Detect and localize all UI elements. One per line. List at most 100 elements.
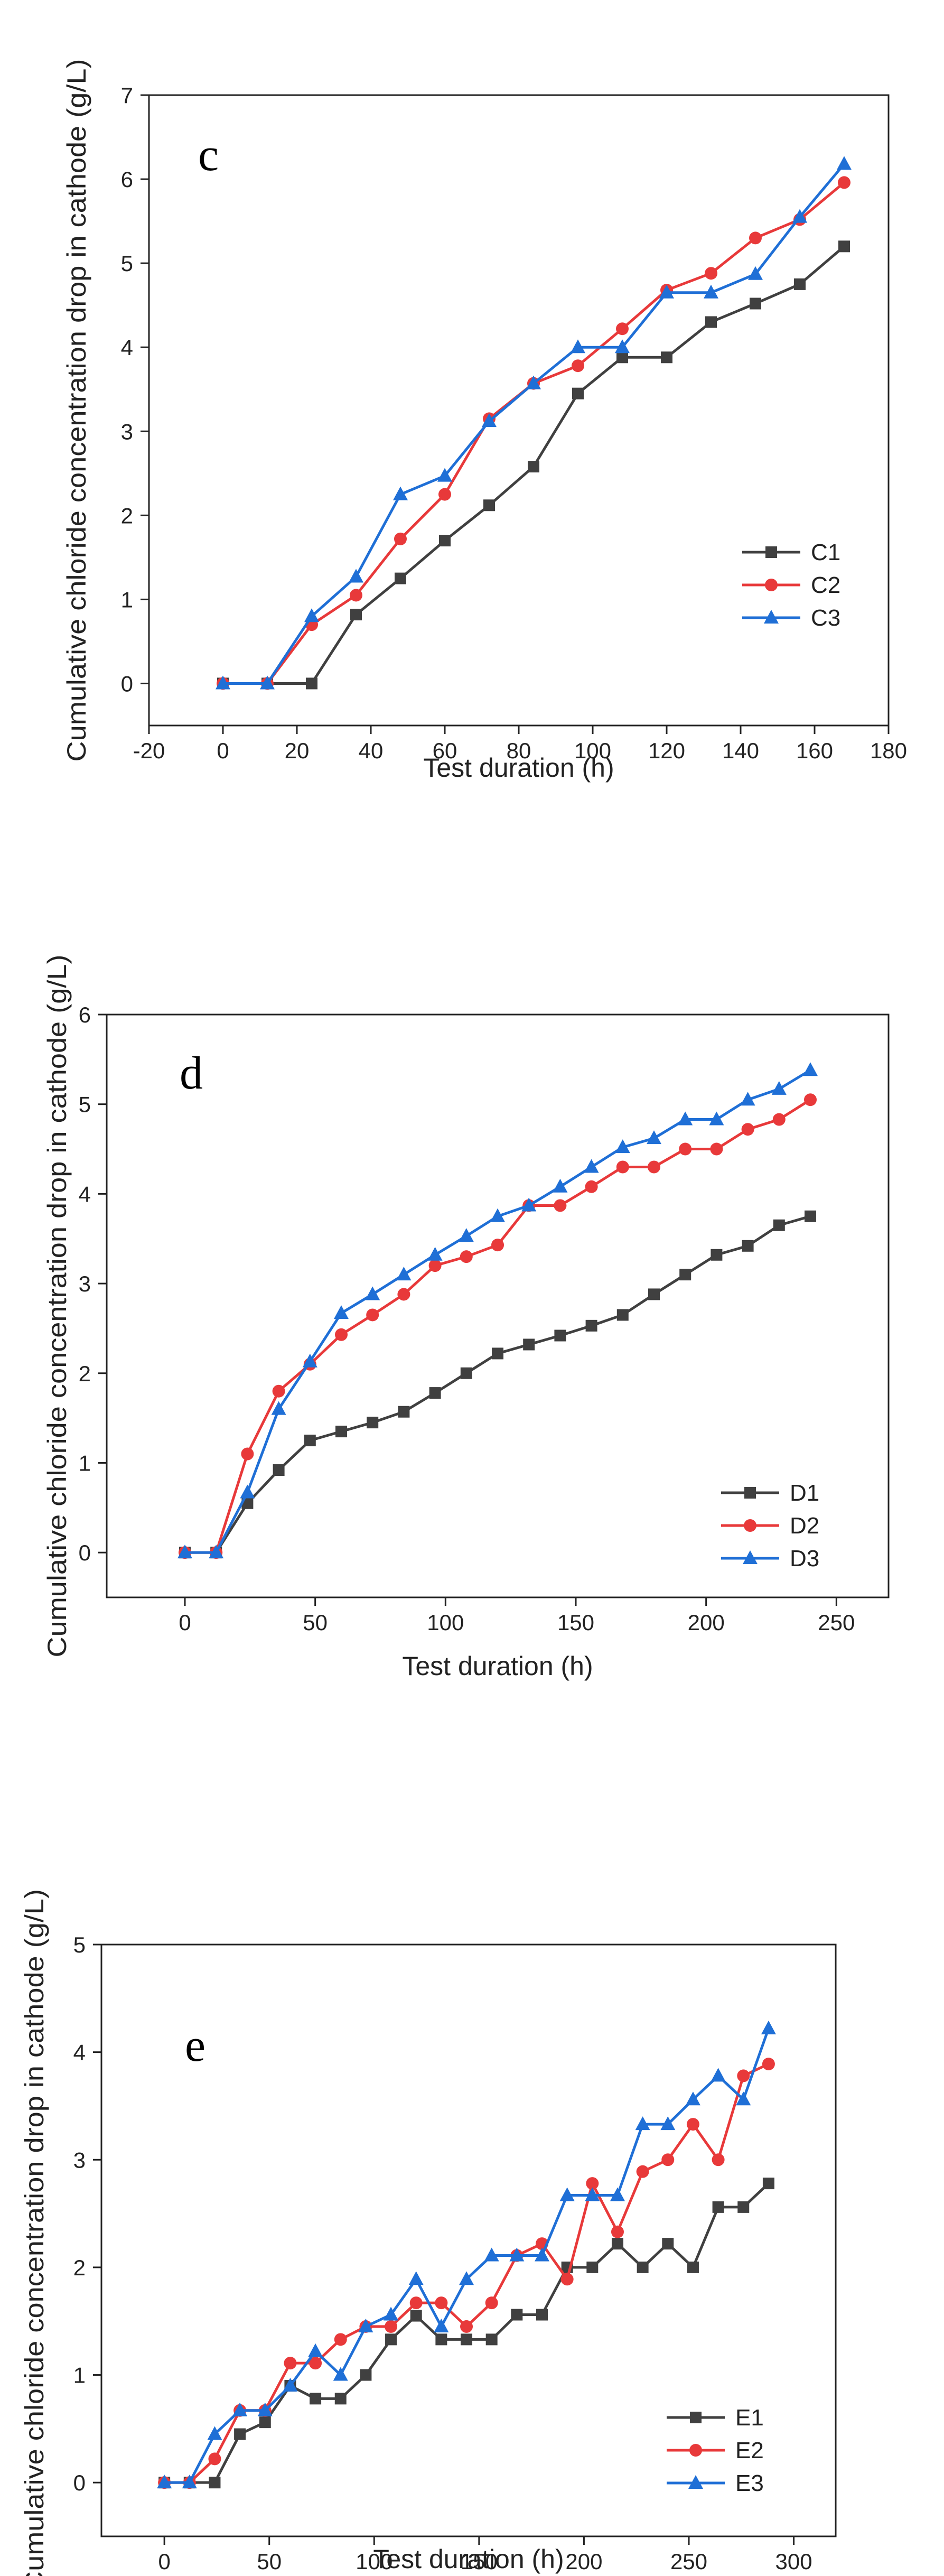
x-axis-label: Test duration (h) [423, 753, 614, 783]
x-tick-label: 250 [670, 2549, 707, 2574]
data-point [460, 2320, 473, 2333]
data-point [586, 2177, 599, 2190]
data-point [528, 461, 539, 473]
x-tick-label: 40 [359, 738, 384, 763]
data-point [710, 1142, 723, 1156]
data-point [678, 1111, 693, 1126]
series-E3 [157, 2020, 776, 2489]
legend-label: E3 [735, 2470, 764, 2496]
legend-marker [744, 1519, 756, 1532]
legend-marker [688, 2475, 703, 2489]
series-D2 [179, 1093, 817, 1559]
data-point [687, 2261, 699, 2273]
x-axis-label: Test duration (h) [402, 1651, 593, 1681]
data-point [635, 2116, 650, 2131]
legend-marker [744, 1487, 756, 1499]
data-point [616, 1309, 629, 1321]
legend-marker [764, 610, 779, 624]
data-point [490, 1208, 505, 1222]
x-tick-label: 300 [775, 2549, 812, 2574]
data-point [460, 1250, 473, 1263]
data-point [662, 2238, 674, 2250]
data-point [207, 2426, 222, 2440]
data-point [792, 209, 807, 223]
x-tick-label: 200 [688, 1610, 725, 1635]
data-point [509, 2247, 525, 2262]
x-tick-label: 200 [565, 2549, 602, 2574]
data-point [523, 1338, 535, 1351]
data-point [742, 1240, 754, 1252]
data-point [177, 1545, 192, 1559]
data-point [306, 677, 317, 690]
y-tick-label: 3 [73, 2147, 86, 2172]
data-point [553, 1178, 568, 1193]
data-point [234, 2428, 246, 2440]
data-point [216, 675, 230, 690]
y-tick-label: 7 [121, 83, 133, 108]
plot-frame [100, 1943, 837, 2537]
data-point [208, 2452, 221, 2466]
data-point [397, 1288, 410, 1301]
x-tick-label: 160 [796, 738, 833, 763]
x-tick-label: 120 [648, 738, 685, 763]
data-point [536, 2309, 548, 2321]
data-point [429, 1387, 441, 1399]
y-tick-label: 1 [121, 587, 133, 612]
data-point [393, 486, 408, 500]
legend-label: C1 [811, 540, 840, 565]
data-point [241, 1447, 254, 1461]
y-tick-label: 2 [121, 503, 133, 528]
x-tick-label: 150 [461, 2549, 498, 2574]
data-point [384, 2307, 399, 2321]
data-point [284, 2357, 297, 2370]
data-point [762, 2178, 774, 2190]
data-point [659, 284, 674, 299]
y-tick-label: 5 [121, 251, 133, 276]
x-axis-label: Test duration (h) [373, 2544, 564, 2574]
data-point [511, 2309, 523, 2321]
legend-marker [765, 546, 777, 558]
data-point [615, 1139, 630, 1154]
data-point [709, 1111, 724, 1126]
data-point [736, 2091, 751, 2106]
data-point [741, 1123, 754, 1136]
data-point [334, 2393, 347, 2405]
legend: C1 C2 C3 [742, 540, 840, 631]
y-tick-label: 0 [121, 671, 133, 696]
x-tick-label: 20 [285, 738, 310, 763]
data-point [737, 2201, 750, 2213]
data-point [711, 1249, 723, 1261]
data-point [367, 1417, 379, 1429]
legend-label: E1 [735, 2405, 764, 2431]
data-point [232, 2402, 248, 2416]
data-point [772, 1113, 786, 1126]
y-tick-label: 0 [73, 2470, 86, 2495]
data-point [737, 2069, 750, 2082]
data-point [616, 1160, 629, 1174]
data-point [310, 2393, 322, 2405]
panel-label: d [180, 1048, 203, 1099]
data-point [748, 266, 763, 280]
y-tick-label: 5 [79, 1092, 91, 1117]
legend-label: D1 [790, 1480, 819, 1506]
data-point [749, 231, 762, 245]
data-point [209, 2477, 221, 2489]
data-point [271, 1401, 286, 1415]
x-tick-label: 100 [427, 1610, 464, 1635]
y-tick-label: 4 [73, 2040, 86, 2065]
y-tick-label: 4 [121, 335, 133, 360]
data-point [762, 2058, 775, 2071]
data-point [585, 2187, 600, 2201]
legend-marker [689, 2444, 702, 2457]
data-point [483, 499, 495, 512]
chart-panel-d: 0 50 100 150 200 250 0 1 2 3 4 5 6 Test duration (h) C… [42, 955, 890, 1681]
data-point [459, 1228, 474, 1242]
legend-label: D2 [790, 1513, 819, 1539]
data-point [437, 468, 452, 482]
data-point [712, 2153, 725, 2166]
data-point [482, 413, 497, 427]
data-point [661, 351, 672, 364]
data-point [585, 1319, 597, 1332]
data-point [485, 2333, 498, 2346]
legend-marker [690, 2412, 702, 2423]
